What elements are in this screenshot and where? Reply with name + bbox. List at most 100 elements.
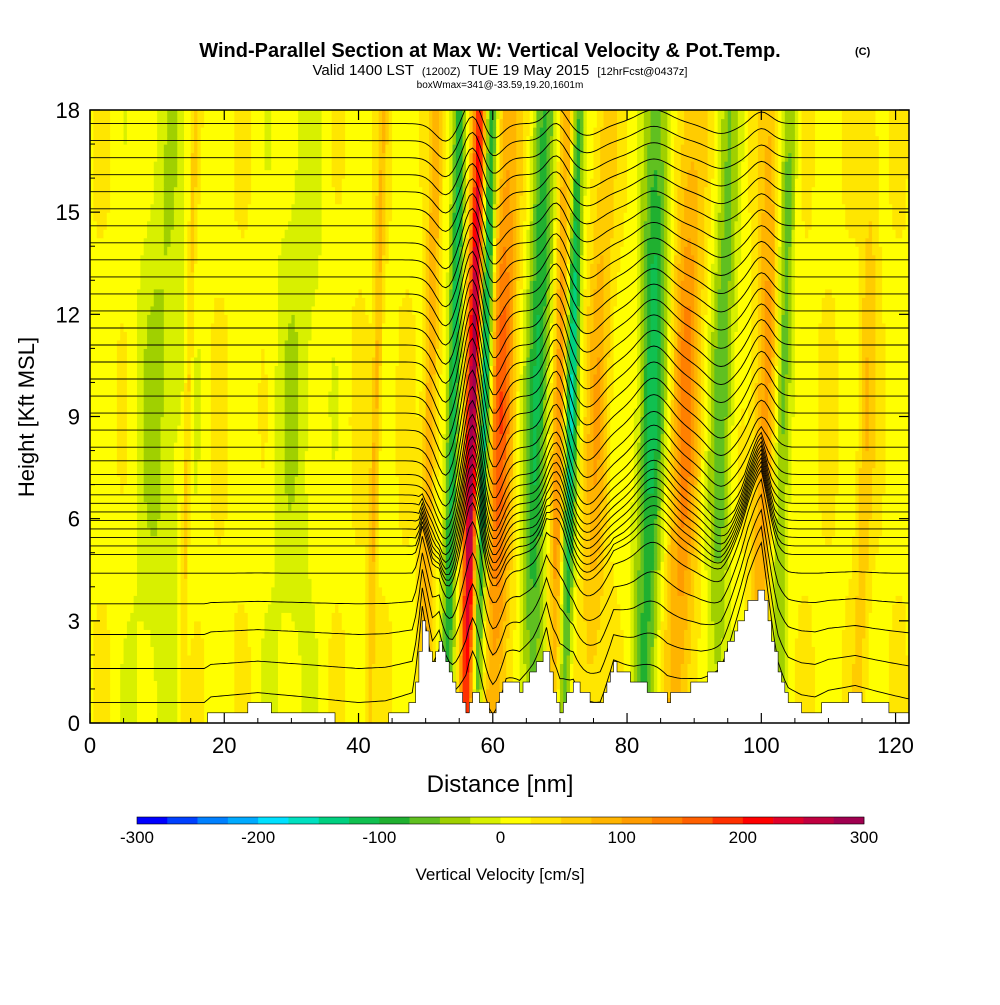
velocity-cell (462, 569, 467, 579)
velocity-cell (479, 637, 484, 647)
velocity-cell (821, 527, 836, 537)
velocity-cell (865, 407, 870, 418)
velocity-cell (435, 501, 444, 511)
velocity-cell (657, 535, 662, 545)
velocity-cell (469, 603, 474, 613)
velocity-cell (502, 493, 507, 503)
velocity-cell (415, 356, 423, 367)
velocity-cell (791, 365, 796, 375)
velocity-cell (580, 322, 585, 332)
velocity-cell (422, 433, 427, 443)
velocity-cell (623, 646, 631, 656)
velocity-cell (543, 390, 548, 401)
velocity-cell (93, 688, 111, 699)
velocity-cell (613, 561, 631, 571)
velocity-cell (533, 425, 538, 435)
velocity-cell (848, 578, 860, 588)
velocity-cell (442, 510, 447, 520)
velocity-cell (563, 663, 568, 673)
velocity-cell (489, 595, 504, 605)
velocity-cell (459, 671, 464, 682)
velocity-cell (569, 407, 574, 418)
velocity-cell (727, 399, 732, 409)
velocity-cell (563, 561, 568, 571)
velocity-cell (674, 459, 678, 469)
velocity-cell (526, 561, 531, 571)
velocity-cell (476, 442, 480, 452)
velocity-cell (274, 407, 286, 418)
velocity-cell (838, 459, 856, 469)
velocity-cell (136, 356, 145, 367)
velocity-cell (469, 552, 474, 562)
velocity-cell (543, 348, 548, 358)
velocity-cell (868, 399, 877, 409)
velocity-cell (724, 442, 729, 452)
velocity-cell (479, 654, 484, 664)
velocity-cell (143, 425, 162, 435)
velocity-cell (445, 595, 454, 605)
velocity-cell (190, 535, 219, 545)
velocity-cell (794, 637, 813, 647)
velocity-cell (788, 595, 803, 605)
velocity-cell (573, 612, 578, 622)
velocity-cell (583, 569, 605, 579)
velocity-cell (784, 527, 789, 537)
velocity-cell (274, 399, 286, 409)
velocity-cell (533, 322, 538, 332)
velocity-cell (774, 510, 779, 520)
velocity-cell (670, 552, 678, 562)
velocity-cell (563, 365, 568, 375)
velocity-cell (573, 399, 578, 409)
velocity-cell (727, 322, 732, 332)
velocity-cell (368, 637, 376, 647)
velocity-cell (136, 705, 158, 716)
velocity-cell (308, 535, 356, 545)
velocity-cell (147, 314, 165, 324)
velocity-cell (422, 612, 430, 622)
velocity-cell (653, 561, 658, 571)
velocity-cell (445, 382, 450, 392)
velocity-cell (536, 654, 544, 664)
velocity-cell (435, 620, 440, 630)
velocity-cell (838, 425, 860, 435)
velocity-cell (502, 637, 507, 647)
velocity-cell (687, 595, 695, 605)
velocity-cell (408, 535, 417, 545)
velocity-cell (549, 527, 554, 537)
velocity-cell (516, 450, 521, 460)
velocity-cell (751, 348, 759, 358)
velocity-cell (502, 544, 507, 554)
velocity-cell (704, 373, 709, 384)
velocity-cell (455, 339, 460, 349)
velocity-cell (237, 603, 245, 613)
velocity-cell (875, 425, 887, 435)
velocity-cell (452, 501, 457, 511)
velocity-cell (663, 518, 668, 528)
velocity-cell (519, 331, 524, 341)
velocity-cell (559, 561, 564, 571)
velocity-cell (687, 544, 695, 554)
velocity-cell (395, 459, 423, 469)
velocity-cell (371, 450, 376, 460)
velocity-cell (643, 450, 648, 460)
velocity-cell (110, 663, 121, 673)
velocity-cell (160, 459, 175, 469)
velocity-cell (576, 527, 581, 537)
velocity-cell (519, 552, 524, 562)
velocity-cell (375, 595, 386, 605)
velocity-cell (284, 484, 296, 494)
velocity-cell (855, 603, 866, 613)
velocity-cell (472, 450, 477, 460)
velocity-cell (690, 518, 695, 528)
velocity-cell (670, 407, 675, 418)
velocity-cell (650, 586, 655, 596)
velocity-cell (452, 356, 457, 367)
velocity-cell (774, 348, 779, 358)
velocity-cell (751, 365, 759, 375)
velocity-cell (516, 373, 521, 384)
velocity-cell (862, 416, 866, 426)
velocity-cell (566, 586, 571, 596)
velocity-cell (737, 459, 756, 469)
velocity-cell (569, 629, 574, 639)
velocity-cell (509, 620, 517, 630)
